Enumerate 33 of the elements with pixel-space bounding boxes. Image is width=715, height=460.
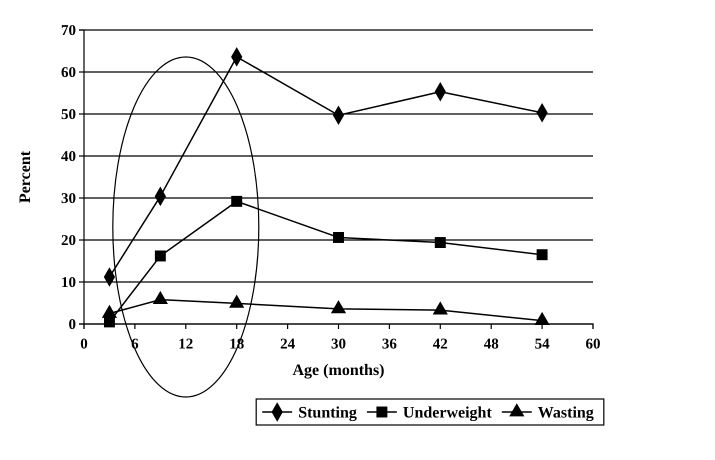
x-tick-label: 0: [80, 336, 88, 352]
x-tick-label: 30: [331, 336, 346, 352]
point: [333, 232, 344, 243]
legend-label: Wasting: [538, 404, 594, 422]
x-tick-label: 24: [280, 336, 296, 352]
point: [154, 250, 166, 262]
y-tick-label: 0: [68, 316, 76, 333]
point: [229, 294, 244, 308]
x-axis-title: Age (months): [292, 362, 384, 379]
y-tick-label: 10: [61, 274, 76, 291]
point: [534, 312, 550, 326]
y-tick-label: 40: [61, 148, 76, 165]
y-tick-label: 60: [61, 64, 76, 81]
point: [536, 249, 548, 260]
y-tick-label: 20: [61, 232, 76, 249]
point: [102, 304, 118, 318]
point: [434, 237, 446, 248]
y-tick-label: 30: [61, 190, 76, 207]
point: [152, 290, 168, 304]
point: [432, 301, 448, 315]
y-tick-label: 50: [61, 106, 76, 123]
legend-label: Underweight: [402, 404, 492, 422]
point: [231, 196, 242, 207]
x-tick-label: 36: [382, 336, 398, 352]
x-tick-label: 12: [178, 336, 194, 352]
x-tick-label: 54: [534, 336, 550, 352]
x-tick-label: 48: [484, 336, 499, 352]
point: [330, 300, 346, 314]
legend-label: Stunting: [298, 404, 357, 422]
y-axis-title: Percent: [17, 150, 34, 204]
y-tick-label: 70: [61, 22, 76, 39]
x-tick-label: 60: [586, 336, 600, 352]
x-tick-label: 42: [432, 336, 448, 352]
